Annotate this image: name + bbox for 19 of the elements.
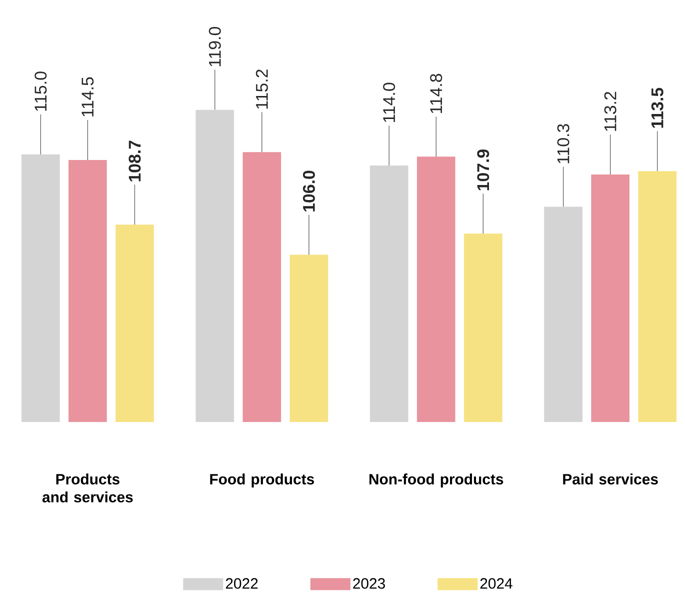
data-label: 115.2 — [256, 70, 268, 109]
data-label: 119.0 — [208, 27, 221, 66]
legend-label: 2022 — [226, 578, 258, 589]
legend-label: 2023 — [353, 578, 385, 589]
x-tick-label: Products and services — [42, 474, 133, 502]
data-label: 115.0 — [34, 72, 47, 111]
legend-label: 2024 — [480, 578, 512, 589]
data-label: 107.9 — [477, 150, 490, 190]
x-tick-label: Food products — [210, 474, 314, 488]
data-label: 114.0 — [383, 82, 396, 122]
data-label: 108.7 — [128, 140, 141, 182]
data-label: 106.0 — [302, 170, 315, 212]
data-label: 110.3 — [557, 124, 570, 164]
x-tick-label: Non-food products — [369, 474, 504, 488]
data-label: 113.2 — [604, 92, 616, 131]
data-label: 114.5 — [82, 77, 94, 116]
x-tick-label: Paid services — [563, 474, 658, 484]
data-label: 113.5 — [651, 88, 664, 128]
data-label: 114.8 — [430, 74, 442, 114]
